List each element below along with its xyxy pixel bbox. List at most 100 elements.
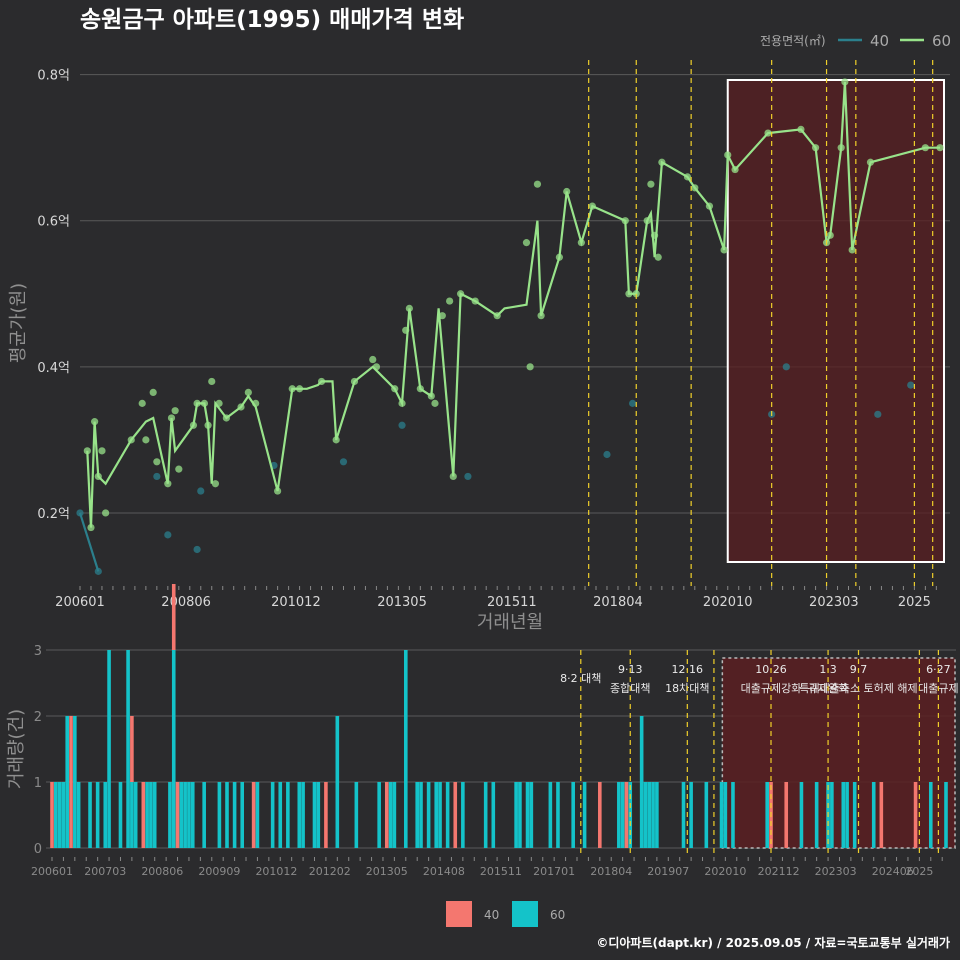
data-point-40 <box>197 487 205 495</box>
bar-60 <box>845 782 849 848</box>
bar-60 <box>765 782 769 848</box>
bar-60 <box>704 782 709 848</box>
bar-60 <box>639 716 644 848</box>
bar-60 <box>518 782 522 848</box>
top-legend: 전용면적(㎡) 40 60 <box>760 32 951 50</box>
data-point-60 <box>98 447 106 455</box>
bar-60 <box>133 782 138 848</box>
data-point-60 <box>167 414 176 422</box>
bar-60 <box>643 782 648 848</box>
bar-60 <box>316 782 321 848</box>
x-tick-label: 200806 <box>161 595 211 610</box>
bar-60 <box>126 650 130 848</box>
bar-60 <box>187 782 191 848</box>
data-point-60 <box>189 421 198 429</box>
top-legend-label-60: 60 <box>932 32 951 50</box>
data-point-60 <box>764 129 772 137</box>
data-point-40 <box>76 509 84 517</box>
bar-40 <box>453 782 458 848</box>
x-tick-label: 200601 <box>55 595 105 610</box>
bar-60 <box>95 782 100 848</box>
x-tick-label: 201305 <box>366 865 408 878</box>
data-point-60 <box>691 184 699 192</box>
chart-title: 송원금구 아파트(1995) 매매가격 변화 <box>80 7 464 33</box>
bar-60 <box>73 716 77 848</box>
x-tick-label: 200703 <box>84 865 126 878</box>
data-point-60 <box>449 472 457 481</box>
bar-60 <box>202 782 206 848</box>
data-point-60 <box>211 480 220 488</box>
x-tick-label: 201907 <box>647 865 689 878</box>
bar-60 <box>335 716 340 848</box>
data-point-60 <box>936 144 944 152</box>
bar-60 <box>556 782 560 848</box>
bar-60 <box>168 782 172 848</box>
data-point-60 <box>369 355 377 364</box>
y-tick-label: 0.6억 <box>37 215 70 230</box>
data-point-40 <box>193 545 201 554</box>
bar-40 <box>384 782 389 848</box>
bar-60 <box>928 782 933 848</box>
data-point-60 <box>826 231 834 239</box>
data-point-60 <box>416 385 424 393</box>
data-point-40 <box>398 421 406 429</box>
data-point-60 <box>431 399 439 407</box>
bar-60 <box>445 782 450 848</box>
bar-60 <box>88 782 92 848</box>
bar-60 <box>438 782 442 848</box>
data-point-60 <box>588 202 596 210</box>
data-point-60 <box>372 363 381 371</box>
data-point-60 <box>705 202 714 210</box>
bar-60 <box>514 782 518 848</box>
bar-60 <box>655 782 659 848</box>
x-tick-label: 202010 <box>703 595 753 610</box>
data-point-60 <box>537 312 545 320</box>
bar-60 <box>681 782 686 848</box>
bar-60 <box>571 782 575 848</box>
data-point-40 <box>782 363 790 371</box>
bar-60 <box>130 782 134 848</box>
data-point-60 <box>317 377 326 386</box>
data-point-60 <box>621 217 629 225</box>
top-legend-label-40: 40 <box>870 32 889 50</box>
bar-60 <box>723 782 728 848</box>
bar-60 <box>232 782 237 848</box>
data-point-60 <box>921 144 929 152</box>
data-point-60 <box>83 447 91 455</box>
data-point-60 <box>288 385 296 393</box>
bar-60 <box>118 782 123 848</box>
data-point-60 <box>654 253 662 261</box>
data-point-40 <box>603 450 611 459</box>
bottom-legend-swatch-40 <box>446 901 472 927</box>
data-point-60 <box>658 158 666 166</box>
bar-60 <box>419 782 423 848</box>
data-point-60 <box>94 472 102 481</box>
bar-60 <box>312 782 317 848</box>
x-tick-label: 201804 <box>590 865 632 878</box>
credit-text: ©디아파트(dapt.kr) / 2025.09.05 / 자료=국토교통부 실… <box>596 935 950 950</box>
data-point-60 <box>244 388 252 397</box>
data-point-60 <box>643 217 651 225</box>
data-point-60 <box>87 523 95 532</box>
bar-60 <box>647 782 652 848</box>
price-plot: 0.2억 0.4억 0.6억 0.8억 200601 200806 201012 201305… <box>8 60 950 633</box>
bar-60 <box>57 782 62 848</box>
data-point-60 <box>91 418 99 426</box>
bar-60 <box>388 782 393 848</box>
x-axis-title: 거래년월 <box>477 612 543 633</box>
bar-40 <box>251 782 256 848</box>
data-point-60 <box>215 399 223 407</box>
data-point-60 <box>493 312 501 320</box>
bar-60 <box>426 782 431 848</box>
volume-plot: 0 1 2 3 200601 200703 200806 200909 201012 201202… <box>6 584 959 878</box>
y-tick-label: 2 <box>34 710 42 725</box>
data-point-60 <box>427 392 435 400</box>
x-tick-label: 201804 <box>593 595 643 610</box>
data-point-40 <box>628 399 637 407</box>
bar-40 <box>324 782 328 848</box>
data-point-60 <box>731 165 739 174</box>
bar-60 <box>171 650 176 848</box>
data-point-60 <box>149 388 157 397</box>
bar-60 <box>179 782 184 848</box>
